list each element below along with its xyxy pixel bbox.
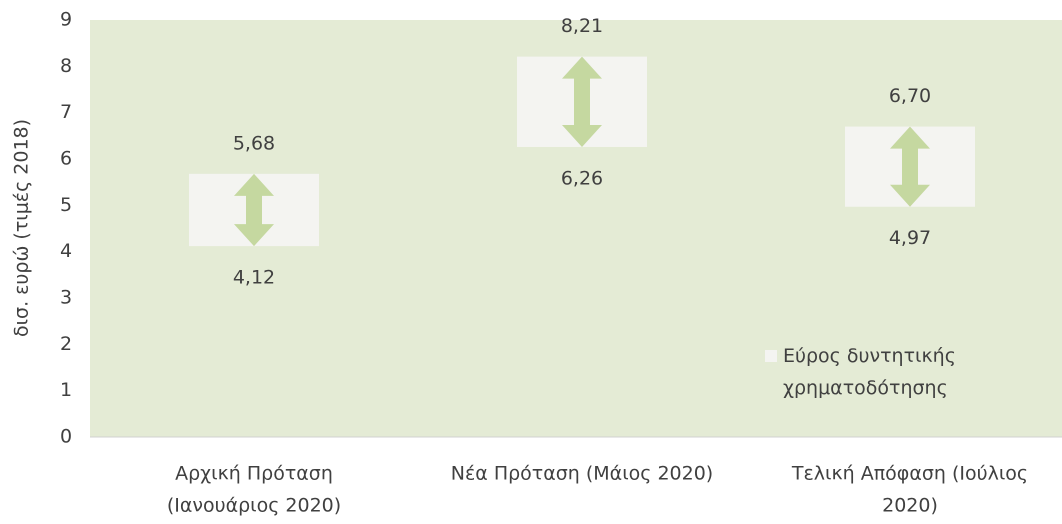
range-arrow: [234, 173, 274, 247]
y-tick-label: 3: [60, 287, 72, 309]
legend: Εύρος δυντητικής χρηματοδότησης: [765, 340, 1005, 404]
value-label: 4,12: [233, 267, 275, 289]
legend-label: Εύρος δυντητικής χρηματοδότησης: [783, 345, 956, 399]
value-label: 6,26: [561, 167, 603, 189]
value-label: 6,70: [889, 85, 931, 107]
y-tick-label: 0: [60, 426, 72, 448]
y-tick-label: 7: [60, 101, 72, 123]
y-tick-label: 4: [60, 240, 72, 262]
x-tick-label: Τελική Απόφαση (Ιούλιος: [791, 463, 1028, 485]
value-label: 4,97: [889, 227, 931, 249]
y-tick-label: 9: [60, 9, 72, 31]
x-tick-label: Νέα Πρόταση (Μάιος 2020): [451, 463, 713, 485]
y-axis-title: δισ. ευρώ (τιμές 2018): [11, 119, 33, 337]
y-tick-label: 5: [60, 194, 72, 216]
y-tick-label: 2: [60, 333, 72, 355]
x-tick-label: Αρχική Πρόταση: [175, 463, 333, 485]
y-tick-label: 6: [60, 148, 72, 170]
value-label: 8,21: [561, 15, 603, 37]
legend-swatch: [765, 350, 777, 362]
y-tick-label: 1: [60, 379, 72, 401]
x-tick-label: (Ιανουάριος 2020): [167, 495, 341, 517]
range-arrow: [562, 56, 602, 147]
y-tick-label: 8: [60, 55, 72, 77]
value-label: 5,68: [233, 132, 275, 154]
x-tick-label: 2020): [882, 495, 938, 517]
range-arrow: [890, 126, 930, 207]
